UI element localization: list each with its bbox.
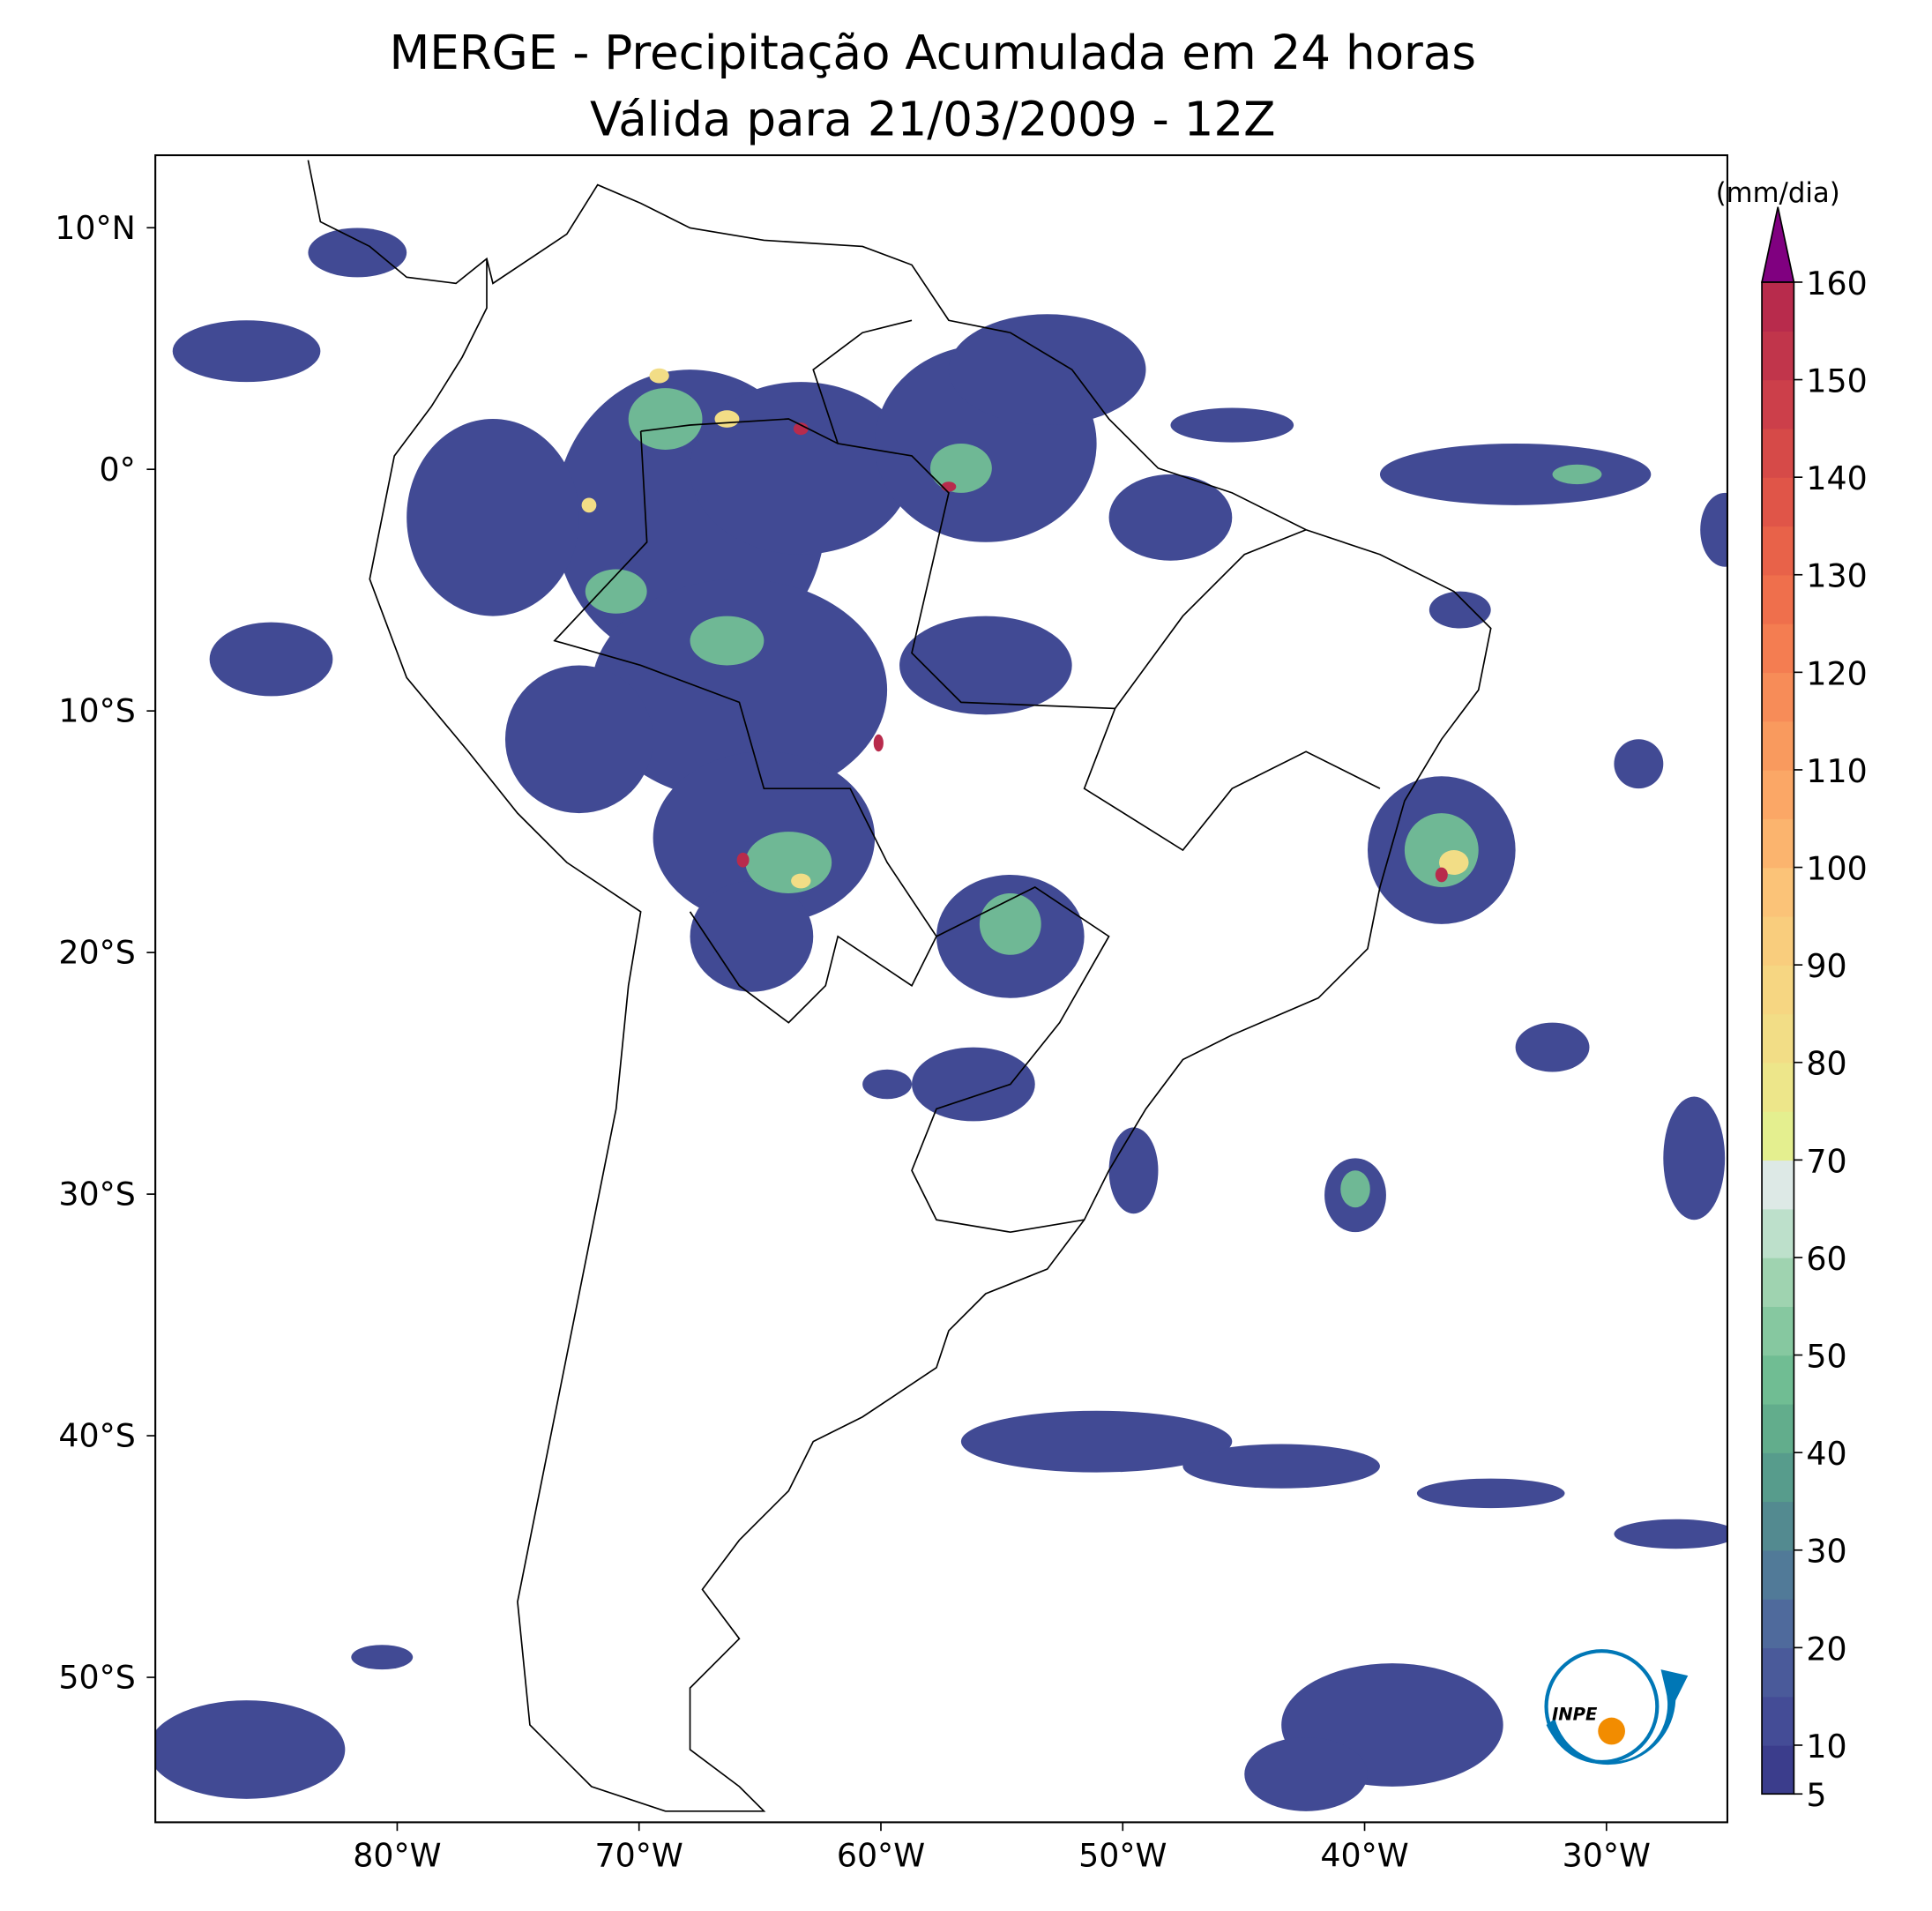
x-tick-label: 40°W	[1320, 1837, 1408, 1875]
x-tick-label: 30°W	[1563, 1837, 1651, 1875]
colorbar-tick-label: 110	[1806, 752, 1867, 790]
logo-text: INPE	[1552, 1704, 1598, 1724]
colorbar-band	[1762, 720, 1794, 771]
colorbar-tick-label: 40	[1806, 1435, 1846, 1473]
colorbar-band	[1762, 1647, 1794, 1698]
colorbar-tick-label: 80	[1806, 1045, 1846, 1083]
colorbar-band	[1762, 526, 1794, 576]
colorbar-tick-label: 20	[1806, 1630, 1846, 1668]
colorbar-tick-label: 30	[1806, 1533, 1846, 1571]
precipitation-field	[155, 160, 1727, 1812]
colorbar-band	[1762, 1111, 1794, 1161]
y-tick-label: 10°N	[55, 209, 136, 247]
colorbar-band	[1762, 1744, 1794, 1795]
map-frame	[154, 153, 1728, 1824]
y-tick-label: 40°S	[58, 1417, 135, 1455]
colorbar-band	[1762, 1599, 1794, 1649]
x-tick-label: 60°W	[837, 1837, 925, 1875]
map-subtitle: Válida para 21/03/2009 - 12Z	[590, 93, 1275, 147]
map-title: MERGE - Precipitação Acumulada em 24 hor…	[389, 26, 1476, 80]
colorbar-band	[1762, 1013, 1794, 1064]
inpe-logo: INPE	[1544, 1649, 1689, 1765]
colorbar-band	[1762, 281, 1794, 332]
colorbar-band	[1762, 623, 1794, 674]
colorbar-band	[1762, 818, 1794, 869]
x-tick-label: 50°W	[1078, 1837, 1167, 1875]
colorbar-tick-label: 150	[1806, 362, 1867, 400]
colorbar-band	[1762, 1696, 1794, 1746]
colorbar-band	[1762, 477, 1794, 527]
colorbar-tick-label: 10	[1806, 1728, 1846, 1765]
colorbar-label: (mm/dia)	[1716, 177, 1840, 209]
colorbar-band	[1762, 331, 1794, 381]
colorbar-band	[1762, 428, 1794, 478]
y-tick-label: 50°S	[58, 1659, 135, 1697]
colorbar-band	[1762, 1160, 1794, 1210]
y-tick-label: 0°	[100, 451, 136, 489]
colorbar-band	[1762, 769, 1794, 819]
colorbar-band	[1762, 1403, 1794, 1453]
colorbar-tick-label: 60	[1806, 1240, 1846, 1278]
colorbar-band	[1762, 1501, 1794, 1551]
colorbar-band	[1762, 915, 1794, 966]
colorbar-band	[1762, 1306, 1794, 1356]
colorbar-band	[1762, 1062, 1794, 1112]
colorbar-band	[1762, 1355, 1794, 1405]
y-tick-label: 30°S	[58, 1176, 135, 1213]
colorbar-band	[1762, 965, 1794, 1015]
colorbar-band	[1762, 1257, 1794, 1307]
colorbar-frame	[1761, 281, 1795, 1795]
colorbar-band	[1762, 672, 1794, 722]
coastline	[307, 160, 1492, 1812]
colorbar-tick-label: 90	[1806, 947, 1846, 985]
colorbar-tick-label: 50	[1806, 1338, 1846, 1376]
y-tick-label: 10°S	[58, 692, 135, 730]
colorbar-tick-label: 160	[1806, 265, 1867, 302]
colorbar-band	[1762, 867, 1794, 917]
colorbar-band	[1762, 379, 1794, 429]
colorbar-tick-label: 120	[1806, 654, 1867, 692]
colorbar-tick-label: 100	[1806, 850, 1867, 888]
colorbar-band	[1762, 1549, 1794, 1600]
x-tick-label: 80°W	[353, 1837, 441, 1875]
colorbar-band	[1762, 1452, 1794, 1503]
y-tick-label: 20°S	[58, 934, 135, 972]
colorbar-extend	[1761, 206, 1795, 283]
colorbar-band	[1762, 1208, 1794, 1258]
x-tick-label: 70°W	[595, 1837, 683, 1875]
colorbar-tick-label: 130	[1806, 557, 1867, 595]
colorbar-band	[1762, 574, 1794, 624]
colorbar-tick-label: 5	[1806, 1776, 1826, 1814]
colorbar-tick-label: 140	[1806, 459, 1867, 497]
colorbar-tick-label: 70	[1806, 1142, 1846, 1180]
